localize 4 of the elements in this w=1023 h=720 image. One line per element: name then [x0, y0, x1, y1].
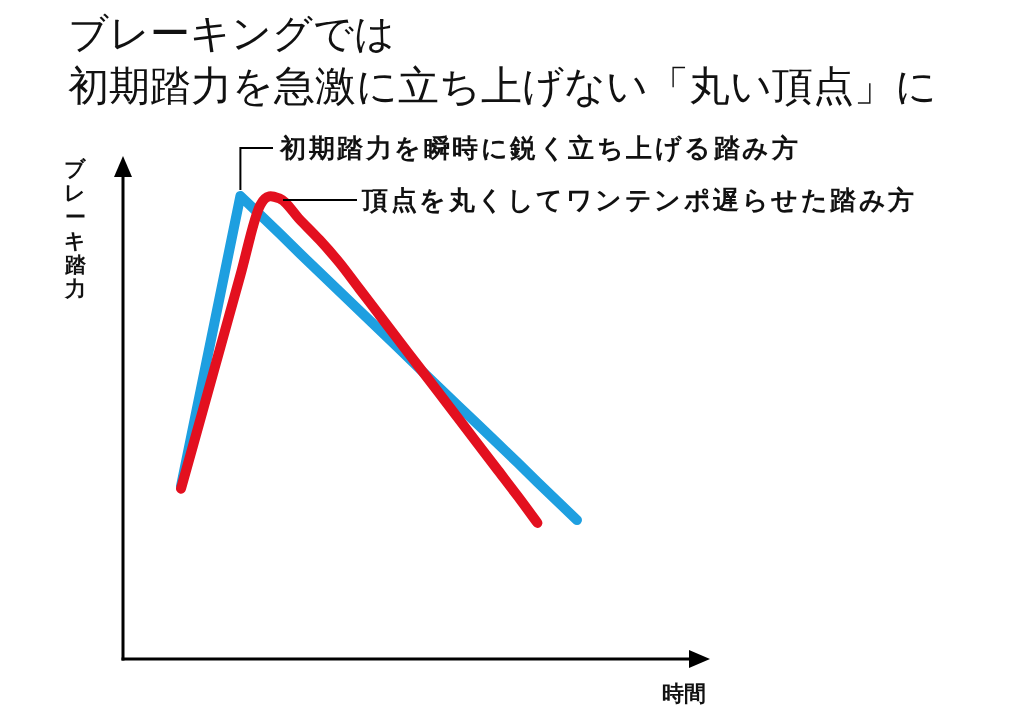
subtitle: 初期踏力を急激に立ち上げない「丸い頂点」に [68, 63, 937, 109]
ylabel: ブレーキ踏力 [64, 157, 86, 300]
title: ブレーキングでは [68, 11, 395, 56]
xlabel: 時間 [662, 681, 706, 706]
